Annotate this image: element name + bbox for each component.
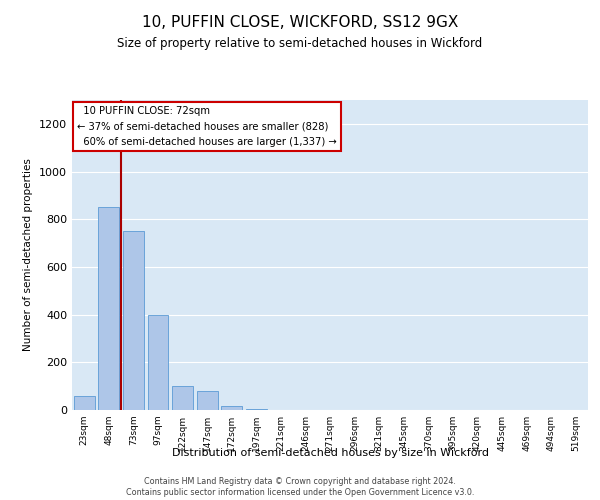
Text: Distribution of semi-detached houses by size in Wickford: Distribution of semi-detached houses by … <box>172 448 488 458</box>
Bar <box>148 314 169 410</box>
Bar <box>74 396 95 410</box>
Bar <box>197 391 218 410</box>
Text: Contains HM Land Registry data © Crown copyright and database right 2024.: Contains HM Land Registry data © Crown c… <box>144 476 456 486</box>
Y-axis label: Number of semi-detached properties: Number of semi-detached properties <box>23 158 34 352</box>
Bar <box>221 406 242 410</box>
Text: Size of property relative to semi-detached houses in Wickford: Size of property relative to semi-detach… <box>118 38 482 51</box>
Bar <box>246 409 267 410</box>
Bar <box>172 386 193 410</box>
Text: 10 PUFFIN CLOSE: 72sqm
← 37% of semi-detached houses are smaller (828)
  60% of : 10 PUFFIN CLOSE: 72sqm ← 37% of semi-det… <box>77 106 337 148</box>
Text: 10, PUFFIN CLOSE, WICKFORD, SS12 9GX: 10, PUFFIN CLOSE, WICKFORD, SS12 9GX <box>142 15 458 30</box>
Text: Contains public sector information licensed under the Open Government Licence v3: Contains public sector information licen… <box>126 488 474 497</box>
Bar <box>98 208 119 410</box>
Bar <box>123 231 144 410</box>
